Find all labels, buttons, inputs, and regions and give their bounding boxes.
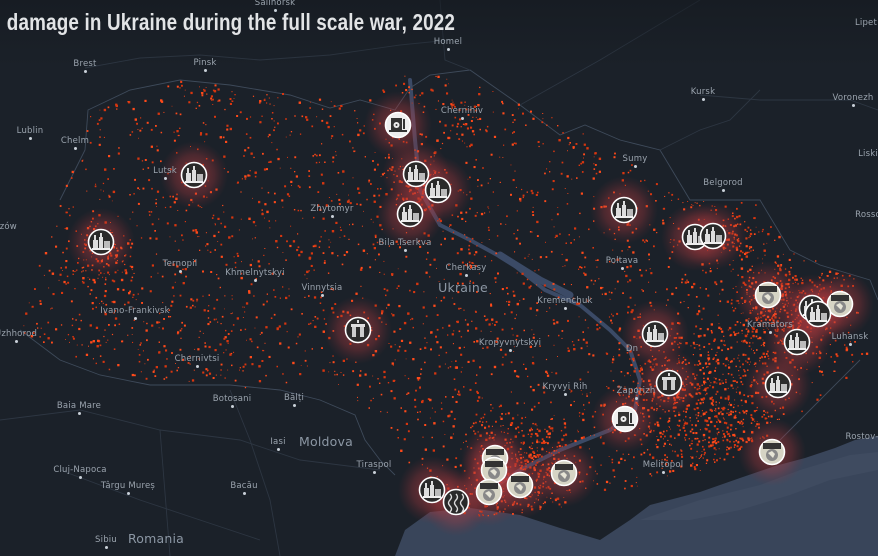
city-label: Brest [73,59,97,69]
city-dot [15,340,18,343]
city-dot [662,471,665,474]
city-dot [277,448,280,451]
city-label: Chernivtsi [174,354,220,364]
city-dot [564,307,567,310]
city-label: Homel [433,37,463,47]
city-label: Târgu Mureș [100,481,156,491]
city-label: Rosso [855,210,878,220]
city-dot [243,492,246,495]
city-dot [509,349,512,352]
city-dot [849,343,852,346]
country-label: Moldova [299,434,353,449]
city-dot [78,412,81,415]
city-dot [621,267,624,270]
city-label: Cluj-Napoca [53,465,107,475]
city-label: Sumy [622,154,648,164]
city-label: Baia Mare [56,401,102,411]
city-dot [79,476,82,479]
city-label: Uzhhorod [0,329,38,339]
city-label: Pinsk [193,58,217,68]
city-dot [461,117,464,120]
city-label: Lutsk [153,166,177,176]
city-label: Liski [858,149,878,159]
city-label: Chernihiv [440,106,484,116]
city-dot [274,9,277,12]
city-dot [635,397,638,400]
city-label: Rostov- [845,432,878,442]
city-label: Ternopil [162,259,198,269]
city-dot [196,365,199,368]
city-label: Ivano-Frankivsk [100,306,170,316]
map-title: l damage in Ukraine during the full scal… [0,9,456,35]
city-dot [134,317,137,320]
city-label: Khmelnytskyi [225,268,285,278]
city-dot [204,69,207,72]
city-dot [852,104,855,107]
city-label: Chelm [60,136,90,146]
city-dot [231,405,234,408]
city-label: Sibiu [95,535,117,545]
city-label: Zhytomyr [310,204,354,214]
city-dot [331,215,334,218]
city-label: Kropyvnytskyi [478,338,542,348]
city-dot [564,393,567,396]
city-dot [74,147,77,150]
city-label: Luhansk [831,332,869,342]
country-label: Romania [127,531,185,546]
city-label: Voronezh [832,93,874,103]
city-label: Botosani [212,394,252,404]
city-label: Iasi [270,437,286,447]
city-label: Zaporizh [616,386,656,396]
city-label: Bila Tserkva [378,238,432,248]
city-label: szów [0,222,17,232]
city-dot [702,98,705,101]
city-label: Salihorsk [254,0,296,8]
city-label: Kryvyi Rih [542,382,588,392]
city-dot [465,274,468,277]
city-label: Belgorod [703,178,743,188]
city-dot [179,270,182,273]
city-dot [29,137,32,140]
city-dot [84,70,87,73]
country-label: Ukraine [438,280,488,295]
city-label: Kremenchuk [537,296,593,306]
city-label: Kramators [746,320,794,330]
city-dot [321,294,324,297]
city-label: Poltava [605,256,639,266]
city-dot [722,189,725,192]
city-dot [634,165,637,168]
city-dot [164,177,167,180]
city-label: Vinnytsia [301,283,343,293]
city-label: Cherkasy [445,263,487,273]
city-label: Lublin [16,126,44,136]
city-label: Dn [625,344,639,354]
city-label: Kursk [690,87,716,97]
city-label: Bălți [283,393,305,403]
city-dot [105,546,108,549]
city-label: Melitopol [642,460,684,470]
city-label: Bacău [230,481,258,491]
city-dot [373,471,376,474]
city-dot [254,279,257,282]
city-dot [404,249,407,252]
city-dot [127,492,130,495]
city-label: Lipet [854,18,878,28]
city-dot [447,48,450,51]
city-dot [293,404,296,407]
city-label: Tiraspol [356,460,392,470]
city-dot [769,331,772,334]
